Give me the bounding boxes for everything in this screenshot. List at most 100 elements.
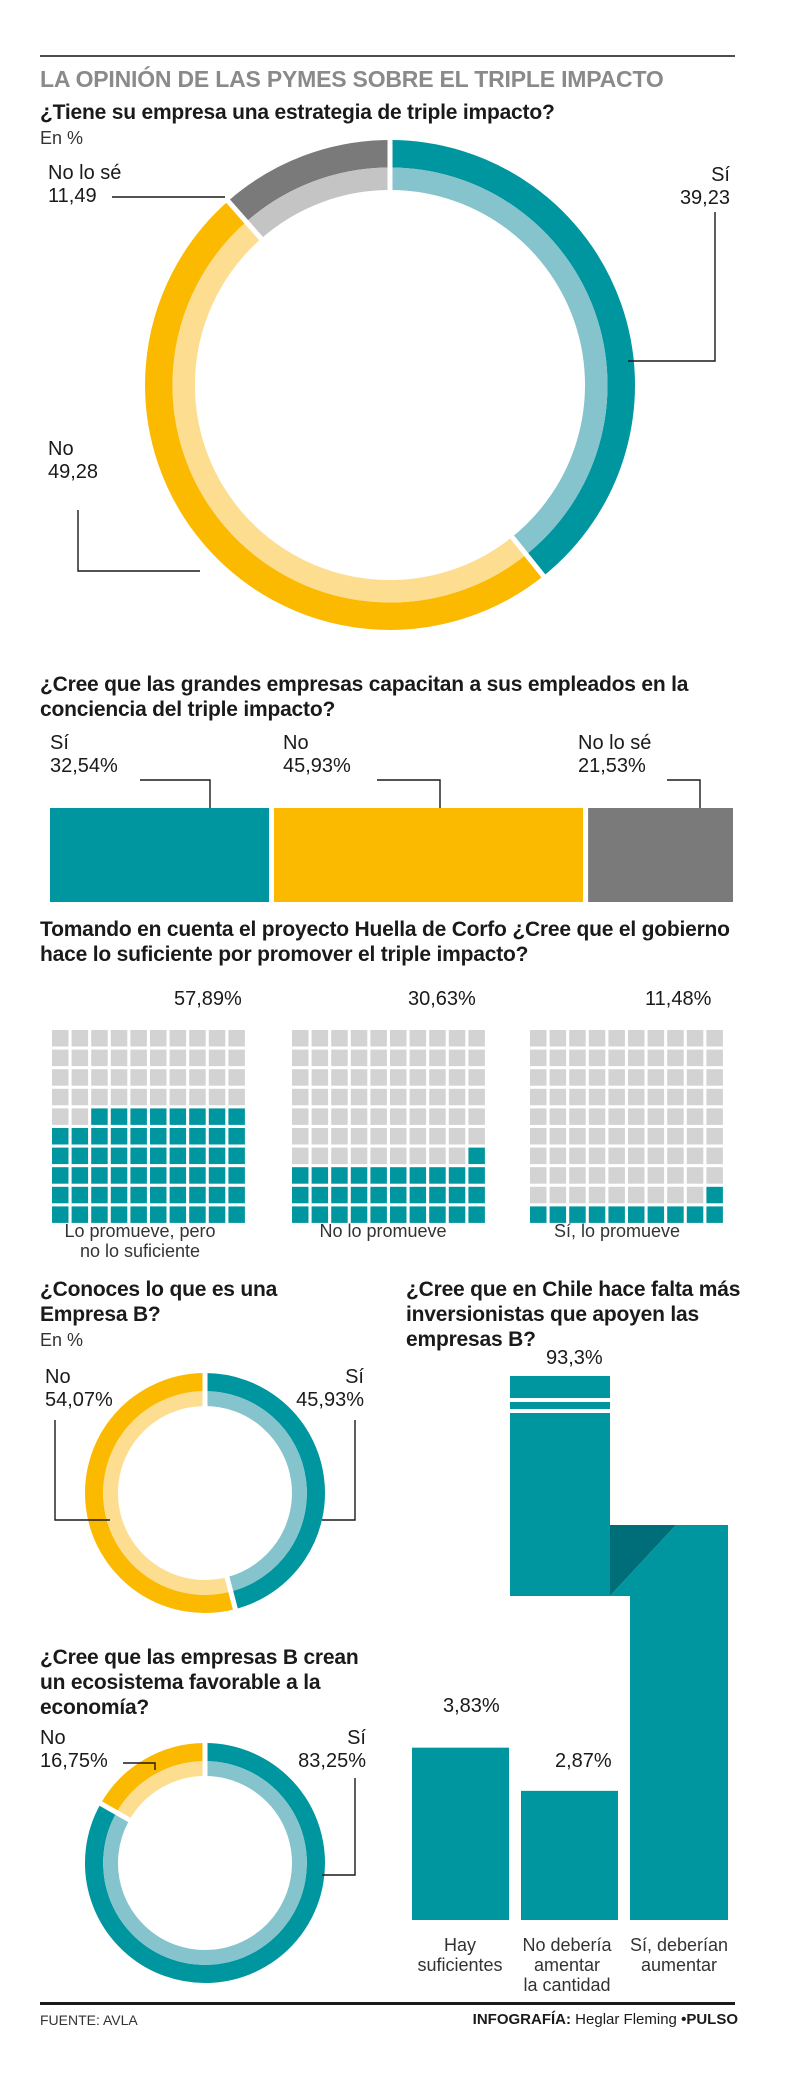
- waffle2-cell: [292, 1206, 309, 1223]
- waffle3-cell: [628, 1030, 645, 1047]
- waffle3-cell: [608, 1049, 625, 1067]
- q4-slice-no-outer: [85, 1373, 236, 1613]
- waffle1-cell: [130, 1167, 147, 1184]
- waffle1-cell: [91, 1069, 108, 1086]
- waffle3-cell: [667, 1030, 684, 1047]
- invest3-break-line-2: [510, 1409, 610, 1413]
- waffle2-cell: [409, 1088, 427, 1106]
- waffle2-cell: [311, 1186, 329, 1204]
- waffle2-cell: [350, 1069, 368, 1086]
- waffle2-cell: [311, 1108, 329, 1125]
- waffle3-cell: [549, 1069, 567, 1086]
- waffle3-cell: [686, 1167, 704, 1184]
- waffle2-cell: [390, 1186, 407, 1204]
- waffle1-cell: [71, 1049, 89, 1067]
- page-title: LA OPINIÓN DE LAS PYMES SOBRE EL TRIPLE …: [40, 66, 664, 92]
- waffle3-cell: [628, 1108, 645, 1125]
- waffle2-cell: [292, 1167, 309, 1184]
- waffle1-cell: [169, 1069, 187, 1086]
- waffle2-cell: [350, 1049, 368, 1067]
- q6-title: ¿Cree que las empresas B crean un ecosist…: [40, 1646, 359, 1719]
- waffle3-cell: [686, 1069, 704, 1086]
- waffle3-cell: [530, 1030, 547, 1047]
- waffle2-cell: [448, 1049, 466, 1067]
- waffle2-cell: [468, 1088, 485, 1106]
- waffle3-cell: [706, 1088, 723, 1106]
- waffle1-cell: [150, 1049, 167, 1067]
- waffle3-cell: [706, 1069, 723, 1086]
- waffle2-cell: [350, 1088, 368, 1106]
- waffle1-cell: [189, 1030, 206, 1047]
- waffle2-cell: [292, 1030, 309, 1047]
- waffle1-cell: [91, 1206, 108, 1223]
- waffle3-cell: [608, 1206, 625, 1223]
- waffle2-cell: [429, 1030, 446, 1047]
- waffle1-cell: [130, 1186, 147, 1204]
- waffle1-cell: [208, 1069, 226, 1086]
- waffle3-cell: [569, 1030, 586, 1047]
- waffle2-cell: [350, 1186, 368, 1204]
- waffle2-cell: [311, 1128, 329, 1145]
- waffle3-cell: [608, 1030, 625, 1047]
- waffle2-value: 30,63%: [408, 988, 476, 1010]
- waffle3-cell: [588, 1167, 606, 1184]
- waffle2-cell: [390, 1088, 407, 1106]
- waffle3-cell: [667, 1069, 684, 1086]
- waffle3-cell: [569, 1186, 586, 1204]
- q2-bar-si: [50, 808, 269, 902]
- waffle1-cell: [150, 1069, 167, 1086]
- waffle3-cell: [686, 1206, 704, 1223]
- waffle3-cell: [530, 1069, 547, 1086]
- waffle3-cell: [549, 1128, 567, 1145]
- waffle2-cell: [390, 1147, 407, 1165]
- waffle1-cell: [208, 1206, 226, 1223]
- waffle3-cell: [628, 1049, 645, 1067]
- waffle1-cell: [228, 1147, 245, 1165]
- waffle1-cell: [91, 1186, 108, 1204]
- waffle3-cell: [530, 1088, 547, 1106]
- waffle2-cell: [370, 1088, 387, 1106]
- waffle1-cell: [169, 1206, 187, 1223]
- waffle3-cell: [530, 1186, 547, 1204]
- waffle3-cell: [667, 1108, 684, 1125]
- q1-slice-nolose-inner: [246, 167, 391, 239]
- waffle2-cell: [370, 1206, 387, 1223]
- waffle2-cell: [390, 1206, 407, 1223]
- waffle1-cell: [189, 1167, 206, 1184]
- waffle2-cell: [331, 1088, 348, 1106]
- waffle3-cell: [549, 1030, 567, 1047]
- waffle1-cell: [150, 1030, 167, 1047]
- waffle2-cell: [448, 1108, 466, 1125]
- waffle3-cell: [686, 1128, 704, 1145]
- q4-subtitle: En %: [40, 1330, 84, 1350]
- waffle1-cell: [189, 1088, 206, 1106]
- waffle1-cell: [91, 1108, 108, 1125]
- q1-label-nolose: No lo sé 11,49: [48, 162, 122, 207]
- q4-leader-no: [54, 1420, 110, 1521]
- waffle3-cell: [628, 1147, 645, 1165]
- q6-label-si: Sí 83,25%: [298, 1727, 366, 1772]
- waffle1-caption: Lo promueve, pero no lo suficiente: [64, 1221, 216, 1261]
- waffle2-cell: [331, 1167, 348, 1184]
- waffle1-cell: [228, 1030, 245, 1047]
- q5-title: ¿Cree que en Chile hace falta más inversi…: [406, 1278, 741, 1351]
- waffle3-cell: [647, 1108, 665, 1125]
- waffle1-cell: [91, 1049, 108, 1067]
- waffle1-cell: [52, 1128, 69, 1145]
- q2-leader-no: [377, 779, 441, 808]
- waffle1-cell: [228, 1167, 245, 1184]
- invest1-caption: Hay suficientes: [417, 1935, 503, 1975]
- waffle1-cell: [169, 1049, 187, 1067]
- waffle2-cell: [448, 1030, 466, 1047]
- waffle2-cell: [468, 1030, 485, 1047]
- waffle3-cell: [588, 1128, 606, 1145]
- waffle3-cell: [530, 1108, 547, 1125]
- waffle2-cell: [468, 1069, 485, 1086]
- waffle3-cell: [628, 1167, 645, 1184]
- q2-label-no: No 45,93%: [283, 732, 351, 777]
- waffle1-cell: [169, 1147, 187, 1165]
- waffle1-cell: [71, 1167, 89, 1184]
- waffle2-cell: [468, 1049, 485, 1067]
- q4-leader-si: [322, 1420, 356, 1521]
- waffle2-cell: [409, 1206, 427, 1223]
